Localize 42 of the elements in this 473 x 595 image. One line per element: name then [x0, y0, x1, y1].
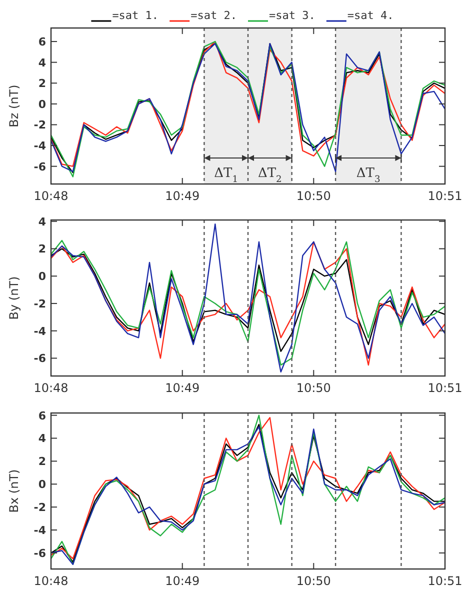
y-tick-label: -4 [34, 140, 46, 153]
x-tick-label: 10:48 [34, 381, 68, 395]
y-tick-label: 0 [38, 478, 46, 492]
y-tick-label: -2 [34, 501, 46, 514]
y-axis-title: By (nT) [7, 276, 21, 320]
legend-label: =sat 1. [112, 9, 159, 22]
y-tick-label: -6 [34, 546, 46, 560]
x-tick-label: 10:49 [165, 189, 200, 203]
y-axis-title: Bx (nT) [7, 469, 21, 513]
x-tick-label: 10:50 [296, 381, 331, 395]
y-tick-label: 0 [38, 98, 46, 111]
x-tick-label: 10:48 [34, 574, 68, 588]
legend-label: =sat 2. [190, 9, 237, 22]
band-label: ΔT$_{2}$ [258, 166, 282, 185]
y-tick-label: 0 [38, 270, 46, 284]
y-tick-label: 6 [38, 409, 46, 422]
x-tick-label: 10:51 [428, 574, 462, 588]
y-tick-label: -2 [34, 118, 46, 132]
x-tick-label: 10:50 [296, 574, 331, 588]
band-label: ΔT$_{3}$ [356, 166, 380, 185]
x-tick-label: 10:49 [165, 574, 200, 588]
y-tick-label: 2 [38, 242, 46, 256]
legend-label: =sat 3. [269, 9, 316, 22]
y-tick-label: 4 [38, 56, 46, 70]
y-tick-label: -6 [34, 352, 46, 366]
y-tick-label: -6 [34, 160, 46, 174]
y-tick-label: 6 [38, 36, 46, 49]
y-tick-label: 4 [38, 432, 46, 446]
x-tick-label: 10:48 [34, 189, 68, 203]
y-tick-label: -4 [34, 524, 46, 537]
y-tick-label: 4 [38, 215, 46, 228]
x-tick-label: 10:51 [428, 189, 462, 203]
x-tick-label: 10:51 [428, 381, 462, 395]
x-tick-label: 10:49 [165, 381, 200, 395]
x-tick-label: 10:50 [296, 189, 331, 203]
y-axis-title: Bz (nT) [7, 84, 21, 128]
band-label: ΔT$_{1}$ [214, 166, 238, 185]
legend-label: =sat 4. [347, 9, 394, 22]
y-tick-label: -4 [34, 324, 46, 338]
y-tick-label: 2 [38, 455, 46, 468]
y-tick-label: 2 [38, 77, 46, 90]
y-tick-label: -2 [34, 297, 46, 310]
